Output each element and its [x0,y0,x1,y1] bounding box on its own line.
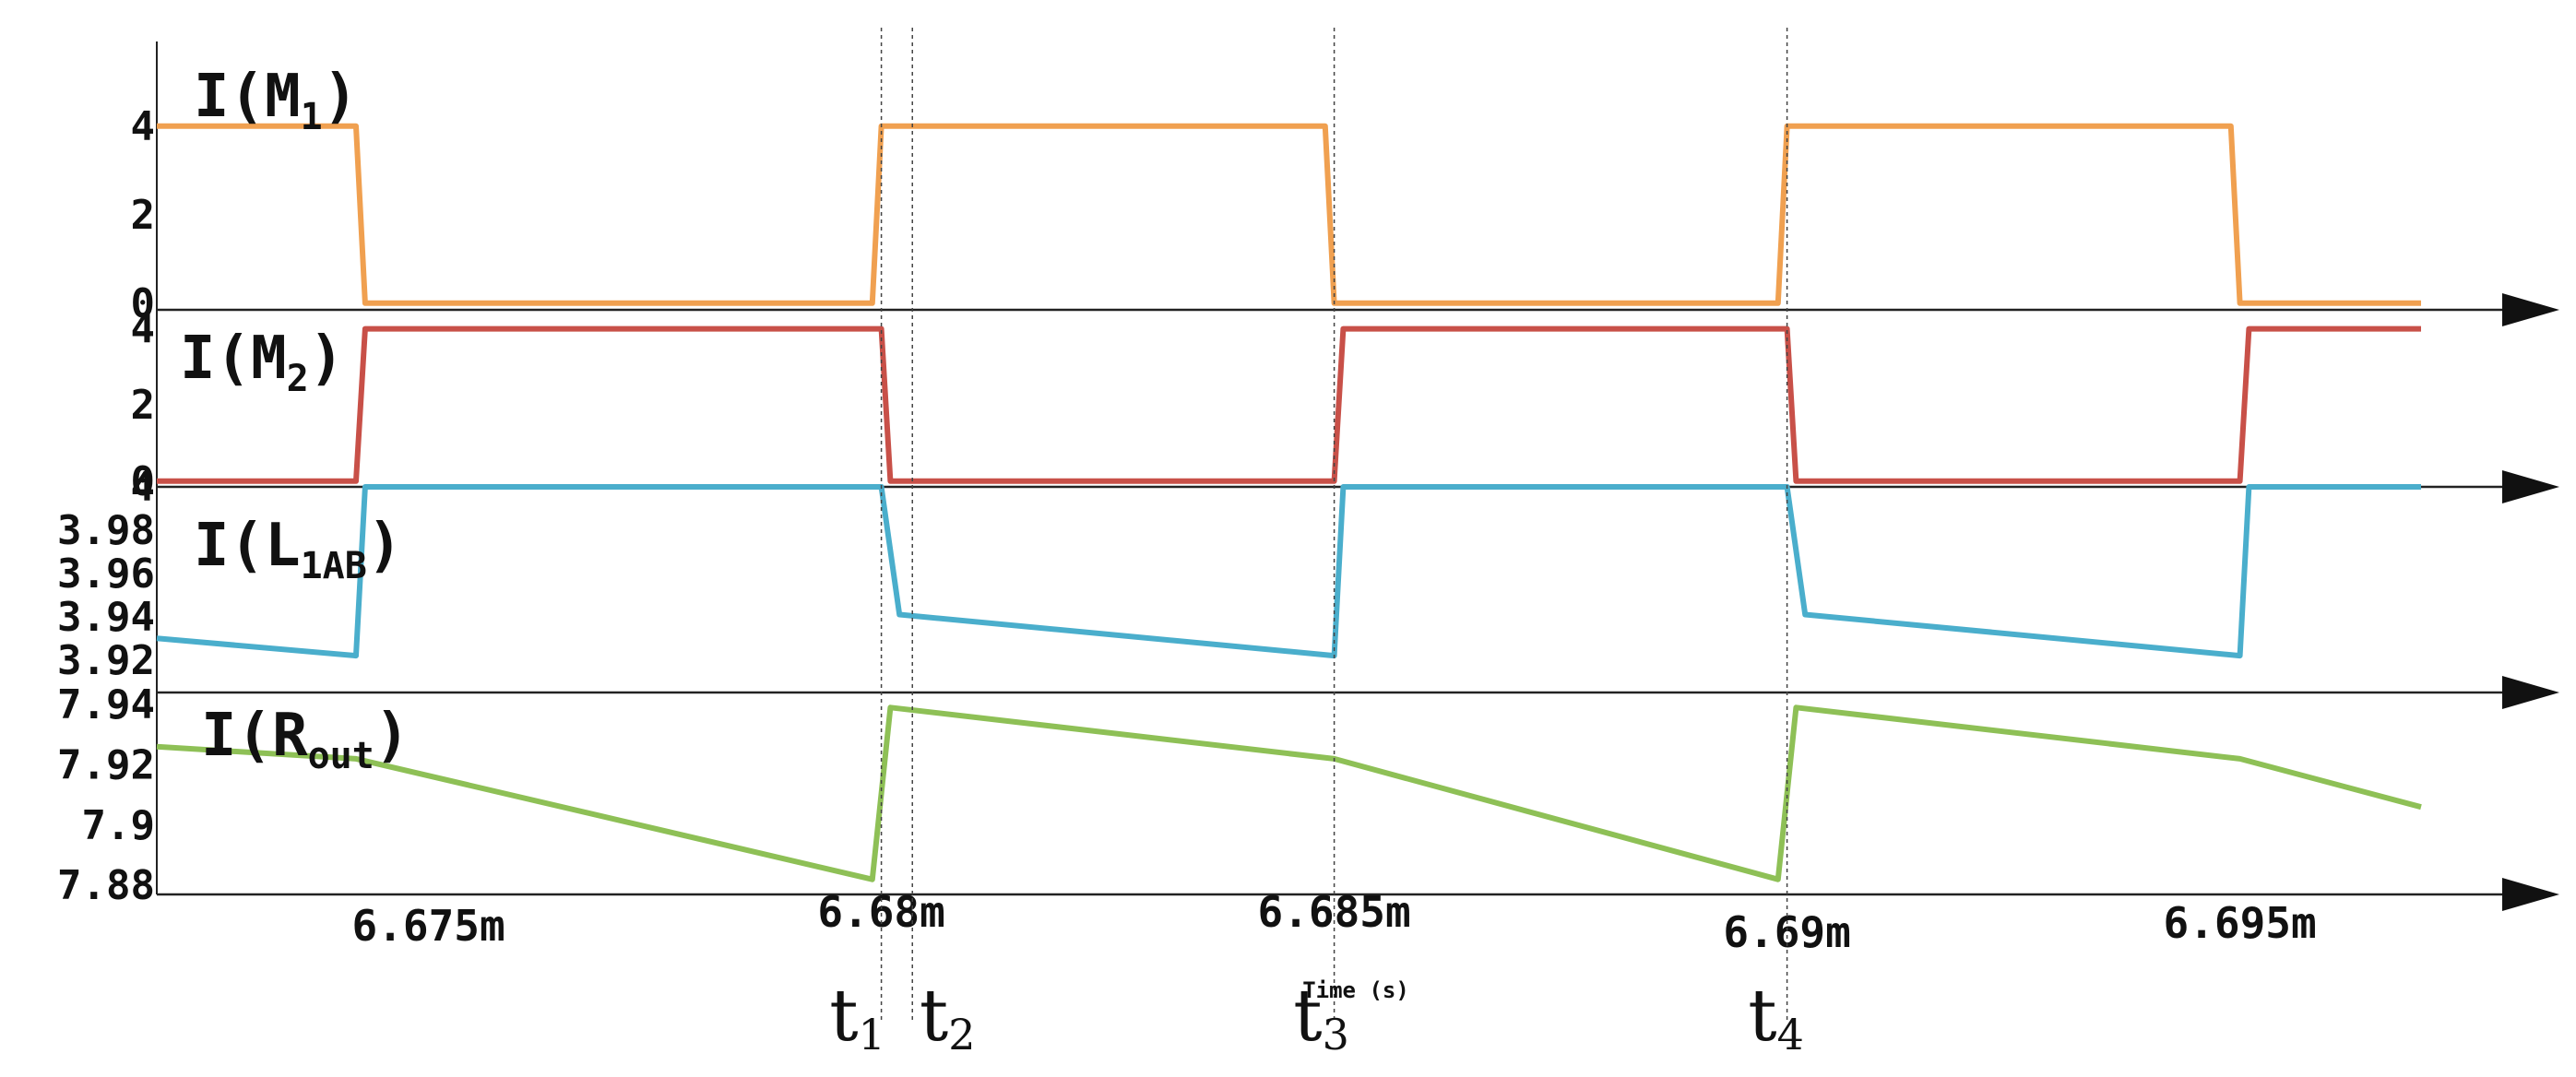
panel-label: I(L1AB) [194,512,402,587]
x-axis-label: Time (s) [1302,977,1409,1003]
series-line [157,325,2421,484]
marker-label-main: t [920,975,948,1058]
panel-label-end: ) [374,702,410,770]
x-tick-label: 6.675m [352,901,505,951]
marker-label-sub: 3 [1323,1010,1349,1059]
panel-label: I(M2) [180,325,344,400]
y-tick-label: 4 [131,103,156,150]
axis-arrow [2502,470,2559,503]
y-tick-label: 3.96 [57,550,155,598]
y-tick-label: 3.98 [57,507,155,554]
panel-label-sub: 2 [287,358,309,400]
y-tick-label: 3.94 [57,594,155,641]
marker-label: t3 [1293,975,1349,1059]
y-tick-label: 3.92 [57,637,155,684]
panel-label-main: I(L [194,512,301,580]
y-tick-label: 0 [131,280,156,327]
y-tick-label: 7.9 [82,802,155,849]
axis-arrow [2502,676,2559,709]
series-line [156,704,2422,882]
panel-label-end: ) [323,63,359,131]
series-line [156,484,2421,659]
marker-label-main: t [1293,975,1322,1058]
panel-label-end: ) [367,512,403,580]
y-tick-label: 7.88 [57,862,155,909]
x-tick-label: 6.695m [2164,898,2317,948]
y-tick-label: 4 [131,464,156,511]
panels: 420I(M1)420I(M2)43.983.963.943.92I(L1AB)… [57,41,2559,911]
marker-label-main: t [1748,975,1776,1058]
panel-1: 4 2 0 I(M1) [131,63,2559,327]
y-tick-label: 7.94 [57,681,155,728]
panel-label: I(M1) [194,63,358,138]
y-tick-label: 0 [131,458,156,505]
panel-label-main: I(M [180,325,287,393]
panel-4: 7.94 7.92 7.9 7.88 I(Rout) [57,681,2559,911]
y-tick-label: 4 [131,306,156,353]
marker-label: t4 [1748,975,1804,1059]
series-line [157,123,2421,306]
y-tick-label: 2 [131,382,156,429]
marker-label-main: t [829,975,858,1058]
marker-label-sub: 4 [1777,1010,1804,1059]
marker-label-sub: 2 [948,1010,975,1059]
marker-label: t2 [920,975,976,1059]
y-tick-label: 7.92 [57,741,155,788]
y-tick-label: 2 [131,192,156,239]
x-axis: 6.675m 6.68m 6.685m 6.69m 6.695m [352,887,2317,957]
panel-label-main: I(M [194,63,301,131]
panel-label-end: ) [309,325,345,393]
panel-label-sub: out [308,735,374,777]
panel-label: I(Rout) [201,702,410,777]
panel-label-sub: 1 [301,96,323,138]
panel-label-sub: 1AB [301,545,367,587]
panel-label-main: I(R [201,702,308,770]
marker-label-sub: 1 [859,1010,885,1059]
axis-arrow [2502,293,2559,326]
time-markers: t1 t2 t3 t4 [829,28,1804,1059]
marker-label: t1 [829,975,885,1059]
axis-arrow [2502,878,2559,911]
panel-3: 43.983.963.943.92 I(L1AB) [57,464,2559,709]
